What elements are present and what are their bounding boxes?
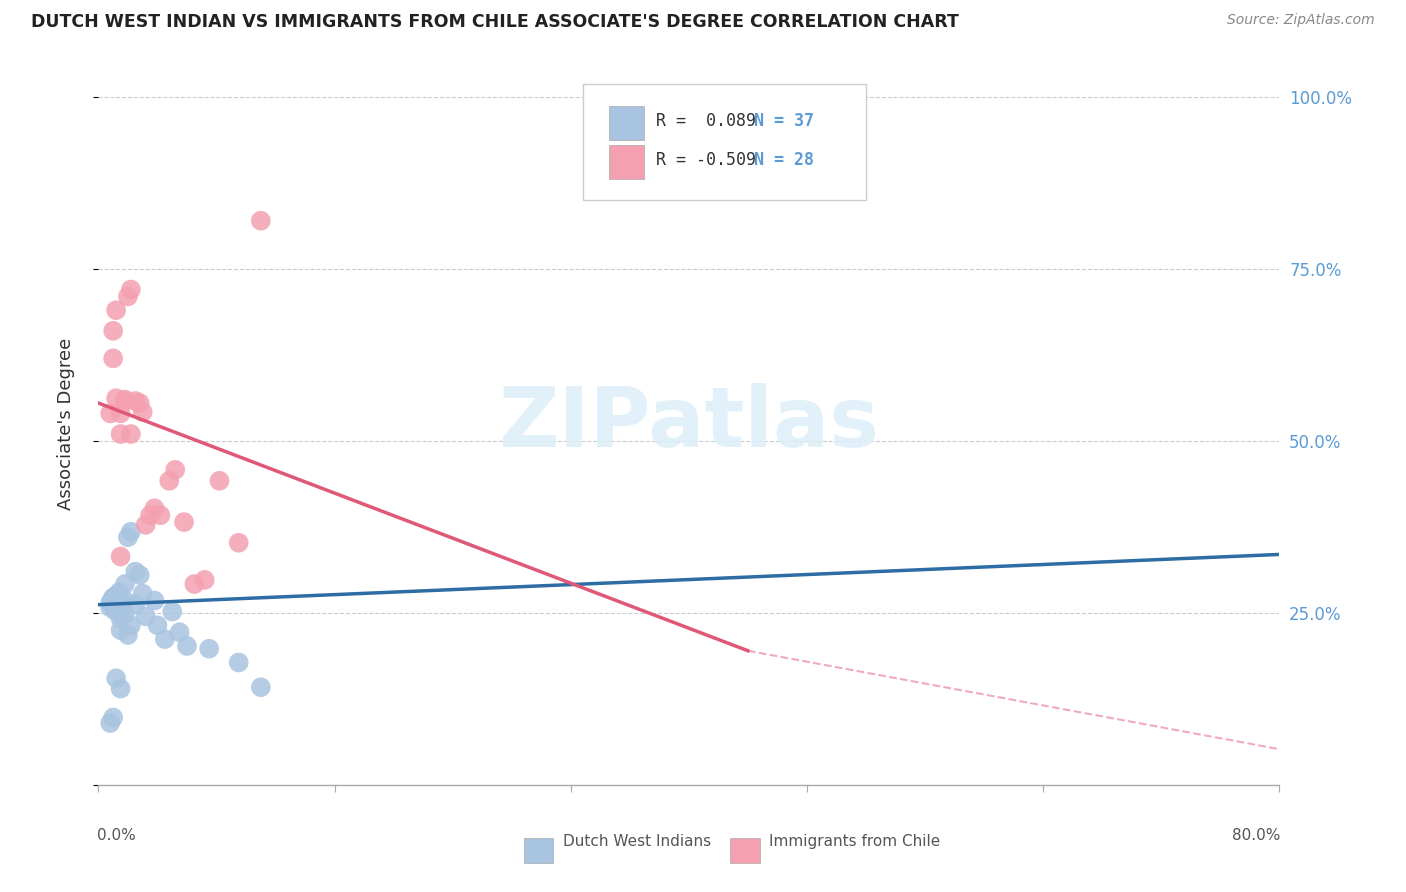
Point <box>108 585 131 599</box>
Text: N = 28: N = 28 <box>754 151 814 169</box>
Y-axis label: Associate's Degree: Associate's Degree <box>56 337 75 510</box>
Point <box>110 406 132 420</box>
FancyBboxPatch shape <box>730 838 759 863</box>
FancyBboxPatch shape <box>582 84 866 200</box>
Point <box>228 535 250 549</box>
Point <box>132 405 155 419</box>
Point <box>120 618 142 632</box>
Point <box>98 600 121 615</box>
Point <box>110 593 132 607</box>
Point <box>103 710 125 724</box>
Point <box>120 283 142 297</box>
Point <box>117 628 139 642</box>
Text: N = 37: N = 37 <box>754 112 814 129</box>
Point <box>169 625 191 640</box>
Point <box>110 681 132 696</box>
Point <box>128 396 150 410</box>
Point <box>135 609 157 624</box>
Text: ZIPatlas: ZIPatlas <box>499 384 879 464</box>
Text: Immigrants from Chile: Immigrants from Chile <box>769 834 941 849</box>
Point <box>124 598 146 612</box>
Point <box>110 623 132 637</box>
Point <box>117 530 139 544</box>
Text: Source: ZipAtlas.com: Source: ZipAtlas.com <box>1227 13 1375 28</box>
Point <box>103 351 125 366</box>
Point <box>105 391 128 405</box>
Point <box>114 593 136 607</box>
Point <box>153 632 176 646</box>
Point <box>120 524 142 539</box>
Point <box>114 577 136 591</box>
Point <box>105 303 128 318</box>
Point <box>114 392 136 407</box>
Point <box>162 605 183 619</box>
Point <box>250 213 273 227</box>
Point <box>157 474 180 488</box>
Point <box>124 565 146 579</box>
Point <box>103 592 125 607</box>
Point <box>100 593 122 607</box>
Point <box>143 501 166 516</box>
Text: 80.0%: 80.0% <box>1232 829 1281 843</box>
Text: R = -0.509: R = -0.509 <box>655 151 756 169</box>
Point <box>110 611 132 625</box>
Point <box>250 680 273 694</box>
Point <box>114 607 136 622</box>
Point <box>173 515 195 529</box>
Point <box>98 716 121 731</box>
FancyBboxPatch shape <box>523 838 553 863</box>
Point <box>146 618 169 632</box>
Point <box>128 568 150 582</box>
Point <box>149 508 172 523</box>
Text: Dutch West Indians: Dutch West Indians <box>562 834 710 849</box>
Point <box>143 593 166 607</box>
Point <box>103 324 125 338</box>
Point <box>228 656 250 670</box>
Point <box>135 517 157 532</box>
Point <box>165 463 187 477</box>
Point <box>139 508 162 523</box>
Text: 0.0%: 0.0% <box>97 829 136 843</box>
FancyBboxPatch shape <box>609 145 644 179</box>
Point <box>124 394 146 409</box>
Point <box>105 589 128 603</box>
Text: R =  0.089: R = 0.089 <box>655 112 756 129</box>
Point <box>117 289 139 303</box>
Point <box>114 394 136 409</box>
Point <box>194 573 217 587</box>
Point <box>98 596 121 610</box>
Point <box>103 591 125 605</box>
Point <box>120 427 142 442</box>
Point <box>98 406 121 420</box>
Point <box>176 639 198 653</box>
Point <box>105 605 128 619</box>
FancyBboxPatch shape <box>609 106 644 140</box>
Point <box>105 671 128 685</box>
Point <box>198 641 221 656</box>
Point <box>110 549 132 564</box>
Point <box>110 427 132 442</box>
Text: DUTCH WEST INDIAN VS IMMIGRANTS FROM CHILE ASSOCIATE'S DEGREE CORRELATION CHART: DUTCH WEST INDIAN VS IMMIGRANTS FROM CHI… <box>31 13 959 31</box>
Point <box>183 577 205 591</box>
Point <box>132 587 155 601</box>
Point <box>103 591 125 605</box>
Point <box>208 474 231 488</box>
